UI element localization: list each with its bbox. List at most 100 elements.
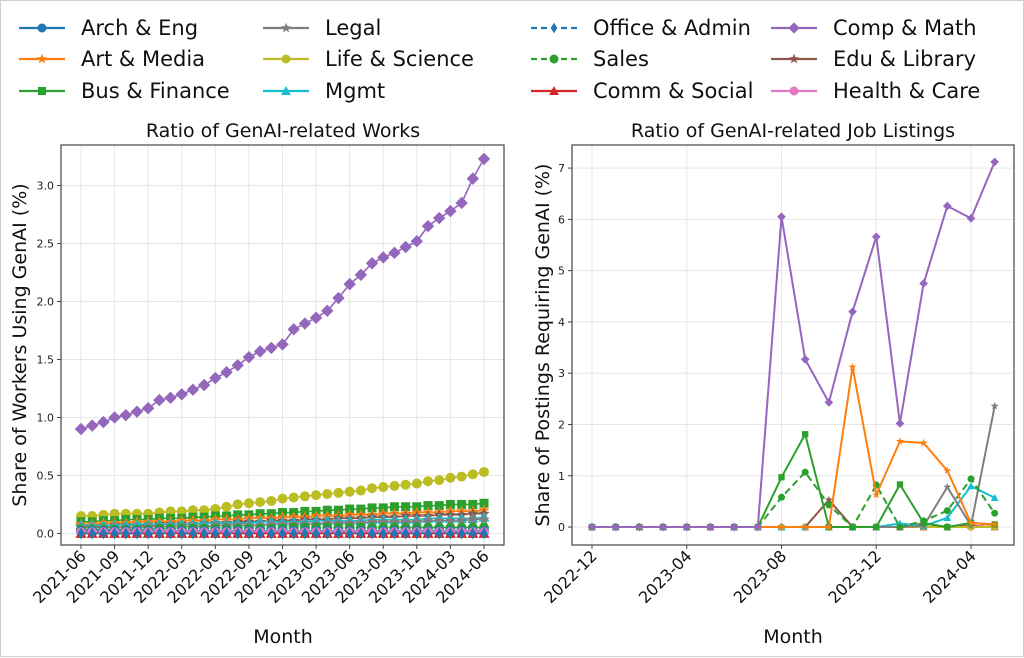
left-x-ticks: 2021-062021-092021-122022-032022-062022-… (29, 545, 493, 607)
left-point-legal (355, 516, 367, 528)
right-point-comp-and-math (942, 201, 952, 211)
left-point-legal (444, 514, 457, 526)
left-point-life-and-science (243, 498, 254, 509)
right-point-mgmt (943, 513, 952, 521)
legend-item-sales: Sales (531, 47, 649, 71)
legend-item-comm-and-social: Comm & Social (531, 79, 753, 103)
left-point-comp-and-math (343, 277, 356, 291)
left-point-office-and-admin (413, 527, 421, 540)
left-point-bus-and-finance (468, 499, 478, 509)
left-point-comp-and-math (365, 257, 379, 270)
left-point-office-and-admin (368, 527, 376, 540)
left-point-bus-and-finance (423, 501, 433, 511)
left-point-comp-and-math (130, 405, 144, 418)
right-point-comp-and-math (587, 522, 597, 532)
right-point-legal (943, 482, 952, 491)
right-point-comp-and-math (682, 522, 692, 532)
left-point-office-and-admin (279, 527, 286, 540)
left-point-life-and-science (232, 499, 243, 510)
left-point-comp-and-math (220, 366, 233, 379)
left-x-axis-label: Month (253, 626, 313, 648)
right-point-art-and-media (943, 466, 952, 475)
left-point-office-and-admin (390, 527, 398, 540)
right-point-bus-and-finance (896, 481, 904, 488)
right-x-tick-label: 2022-12 (540, 546, 601, 607)
left-point-office-and-admin (424, 527, 432, 540)
right-x-ticks: 2022-12 2023-04 2023-08 2023-12 2024-04 (540, 545, 980, 607)
left-point-comp-and-math (388, 246, 401, 260)
right-series (587, 157, 1000, 532)
left-point-life-and-science (411, 478, 422, 489)
left-point-comp-and-math (253, 345, 267, 358)
left-point-comp-and-math (444, 204, 457, 218)
left-chart: Ratio of GenAI-related Works 0.0 0.5 1.0 1.… (9, 120, 505, 648)
legend-label: Mgmt (325, 79, 385, 103)
left-point-office-and-admin (458, 527, 466, 540)
left-point-comp-and-math (153, 393, 166, 407)
left-point-office-and-admin (379, 527, 387, 540)
legend-marker-star-icon (36, 53, 48, 64)
right-y-tick-label: 5 (558, 265, 565, 278)
right-point-art-and-media (824, 522, 833, 531)
left-point-office-and-admin (267, 527, 275, 540)
left-point-comp-and-math (74, 422, 88, 436)
left-point-comp-and-math (141, 401, 155, 415)
left-point-office-and-admin (155, 527, 163, 540)
left-y-tick-label: 0.5 (37, 469, 55, 482)
right-point-legal (990, 401, 999, 410)
left-series-life-and-science (76, 466, 489, 522)
left-point-office-and-admin (245, 527, 253, 540)
right-point-art-and-media (895, 437, 904, 445)
left-point-legal (455, 514, 468, 526)
right-x-tick-label: 2023-04 (635, 546, 696, 607)
left-point-comp-and-math (466, 172, 480, 185)
left-point-life-and-science (288, 492, 299, 503)
left-y-tick-label: 1.5 (37, 353, 55, 366)
left-point-office-and-admin (144, 527, 152, 540)
left-point-legal (321, 516, 333, 528)
left-point-comp-and-math (209, 371, 222, 385)
left-point-comp-and-math (377, 251, 390, 264)
legend-label: Comp & Math (833, 16, 977, 40)
left-point-comp-and-math (421, 219, 435, 233)
left-point-life-and-science (445, 472, 456, 483)
left-y-tick-label: 0.0 (37, 527, 55, 540)
left-point-life-and-science (277, 493, 288, 504)
right-point-bus-and-finance (944, 523, 951, 531)
right-point-comp-and-math (658, 522, 668, 532)
left-point-life-and-science (266, 495, 277, 506)
left-chart-title: Ratio of GenAI-related Works (146, 120, 420, 142)
left-point-comp-and-math (85, 419, 99, 432)
right-point-comp-and-math (871, 232, 881, 242)
left-point-bus-and-finance (367, 503, 377, 513)
legend-item-edu-and-library: Edu & Library (771, 47, 976, 71)
left-point-comp-and-math (433, 211, 446, 225)
left-point-comp-and-math (97, 415, 110, 429)
left-point-office-and-admin (111, 527, 119, 540)
right-point-comp-and-math (611, 522, 621, 532)
left-point-office-and-admin (178, 527, 186, 540)
legend-item-art-and-media: Art & Media (19, 47, 205, 71)
left-point-legal (422, 514, 434, 526)
left-point-legal (467, 513, 479, 525)
right-point-edu-and-library (824, 495, 833, 504)
legend-label: Legal (325, 16, 381, 40)
right-point-comp-and-math (848, 307, 857, 317)
left-point-life-and-science (479, 466, 489, 477)
right-point-art-and-media (967, 518, 975, 527)
right-point-sales (967, 475, 975, 483)
left-point-comp-and-math (231, 359, 244, 372)
left-y-tick-label: 1.0 (37, 411, 55, 424)
left-point-legal (433, 514, 445, 526)
right-y-tick-label: 6 (558, 213, 565, 226)
right-x-tick-label: 2023-12 (824, 546, 885, 607)
left-point-comp-and-math (455, 196, 468, 210)
left-point-bus-and-finance (445, 499, 455, 509)
left-point-office-and-admin (402, 527, 410, 540)
legend-label: Edu & Library (833, 47, 976, 71)
left-y-tick-label: 2.0 (37, 296, 55, 309)
legend-label: Life & Science (325, 47, 474, 71)
left-point-office-and-admin (323, 527, 331, 540)
left-point-comp-and-math (309, 311, 323, 324)
